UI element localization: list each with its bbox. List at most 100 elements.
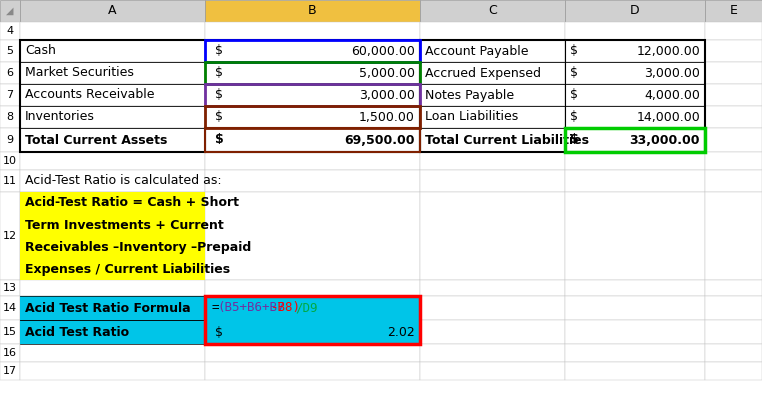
Text: 7: 7	[6, 90, 14, 100]
Bar	[420, 170, 565, 192]
Bar	[205, 84, 420, 106]
Text: 5,000.00: 5,000.00	[359, 66, 415, 80]
Bar	[420, 192, 565, 280]
Bar	[20, 192, 205, 280]
Text: Loan Liabilities: Loan Liabilities	[425, 110, 518, 124]
Bar	[205, 62, 420, 84]
Bar	[0, 0, 20, 22]
Text: Term Investments + Current: Term Investments + Current	[25, 219, 224, 232]
Text: 14: 14	[3, 303, 17, 313]
Bar	[705, 296, 762, 320]
Bar	[205, 280, 420, 296]
Text: Cash: Cash	[25, 44, 56, 58]
Bar	[20, 128, 205, 152]
Bar	[0, 296, 20, 320]
Bar	[20, 344, 205, 362]
Text: $: $	[570, 44, 578, 58]
Text: B: B	[308, 5, 317, 17]
Bar	[705, 344, 762, 362]
Text: =: =	[211, 302, 219, 315]
Bar	[420, 296, 565, 320]
Bar	[705, 152, 762, 170]
Bar	[420, 344, 565, 362]
Text: 10: 10	[3, 156, 17, 166]
Text: 3,000.00: 3,000.00	[359, 88, 415, 102]
Text: $: $	[215, 325, 223, 339]
Text: $: $	[570, 110, 578, 124]
Bar	[205, 22, 420, 40]
Bar	[420, 62, 565, 84]
Text: 15: 15	[3, 327, 17, 337]
Bar	[420, 40, 705, 152]
Bar	[565, 280, 705, 296]
Bar	[205, 296, 420, 320]
Text: 5: 5	[7, 46, 14, 56]
Text: $: $	[215, 134, 224, 146]
Bar	[205, 0, 420, 22]
Bar	[420, 40, 565, 62]
Bar	[0, 152, 20, 170]
Bar	[0, 170, 20, 192]
Text: 60,000.00: 60,000.00	[351, 44, 415, 58]
Text: Total Current Liabilities: Total Current Liabilities	[425, 134, 589, 146]
Bar	[20, 170, 205, 192]
Bar	[205, 296, 420, 320]
Text: E: E	[729, 5, 738, 17]
Text: 2.02: 2.02	[387, 325, 415, 339]
Bar	[20, 296, 205, 320]
Text: 33,000.00: 33,000.00	[629, 134, 700, 146]
Bar	[0, 40, 20, 62]
Bar	[205, 40, 420, 62]
Bar	[420, 128, 565, 152]
Text: C: C	[488, 5, 497, 17]
Bar	[705, 128, 762, 152]
Bar	[0, 84, 20, 106]
Bar	[205, 192, 420, 280]
Text: Expenses / Current Liabilities: Expenses / Current Liabilities	[25, 263, 230, 276]
Bar	[205, 320, 420, 344]
Text: $: $	[215, 44, 223, 58]
Bar	[20, 192, 205, 280]
Bar	[565, 106, 705, 128]
Bar	[20, 320, 205, 344]
Text: Total Current Assets: Total Current Assets	[25, 134, 168, 146]
Bar	[20, 40, 205, 62]
Text: A: A	[108, 5, 117, 17]
Text: 69,500.00: 69,500.00	[344, 134, 415, 146]
Bar	[420, 362, 565, 380]
Text: ◢: ◢	[6, 6, 14, 16]
Bar	[565, 296, 705, 320]
Bar	[0, 22, 20, 40]
Text: Account Payable: Account Payable	[425, 44, 529, 58]
Bar	[205, 344, 420, 362]
Text: Market Securities: Market Securities	[25, 66, 134, 80]
Bar	[705, 22, 762, 40]
Bar	[205, 106, 420, 128]
Bar	[20, 296, 205, 320]
Bar	[565, 170, 705, 192]
Text: $: $	[570, 88, 578, 102]
Bar	[20, 0, 205, 22]
Text: $: $	[570, 134, 579, 146]
Text: 1,500.00: 1,500.00	[359, 110, 415, 124]
Bar	[565, 128, 705, 152]
Bar	[705, 84, 762, 106]
Text: Accounts Receivable: Accounts Receivable	[25, 88, 155, 102]
Bar	[20, 106, 205, 128]
Bar	[420, 280, 565, 296]
Bar	[565, 192, 705, 280]
Bar	[565, 128, 705, 152]
Bar	[0, 344, 20, 362]
Text: 6: 6	[7, 68, 14, 78]
Bar	[0, 192, 20, 280]
Text: -B8): -B8)	[271, 302, 301, 315]
Text: D: D	[630, 5, 640, 17]
Bar	[205, 170, 420, 192]
Bar	[420, 0, 565, 22]
Bar	[705, 106, 762, 128]
Bar	[705, 0, 762, 22]
Bar	[420, 22, 565, 40]
Bar	[205, 152, 420, 170]
Bar	[420, 152, 565, 170]
Bar	[0, 106, 20, 128]
